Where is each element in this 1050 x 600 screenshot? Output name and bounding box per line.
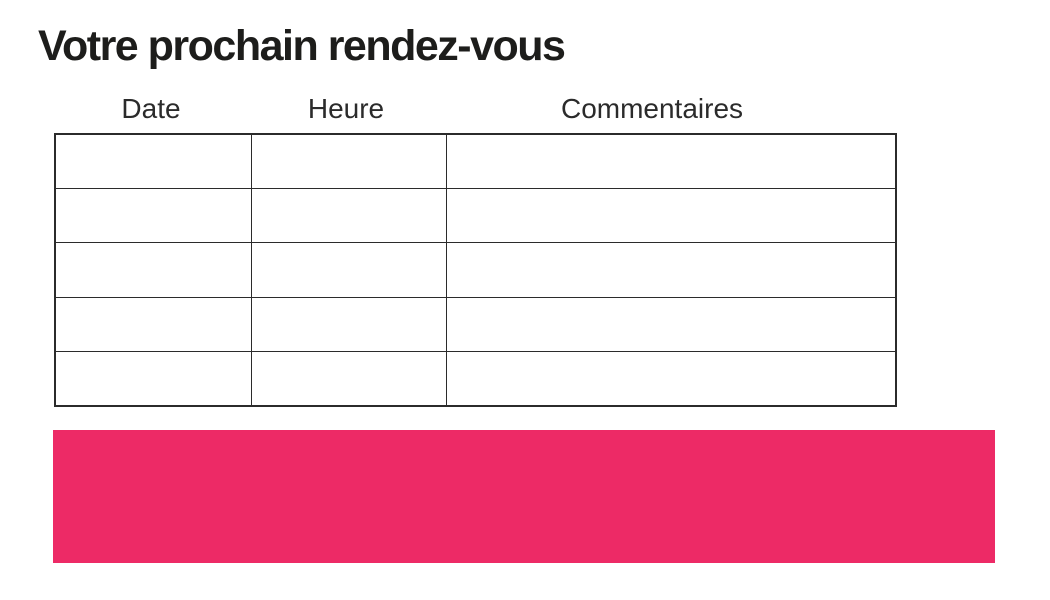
column-header-commentaires: Commentaires [560,93,744,124]
cell-commentaires [445,188,897,244]
appointment-table [54,133,897,407]
table-row [54,296,897,352]
cell-date [54,133,252,190]
cell-commentaires [445,133,897,190]
table-row [54,133,897,190]
cell-date [54,350,252,407]
cell-heure [250,242,447,298]
cell-heure [250,188,447,244]
cell-commentaires [445,242,897,298]
cell-heure [250,350,447,407]
column-header-heure: Heure [307,93,385,124]
cell-date [54,296,252,352]
cell-date [54,188,252,244]
cell-heure [250,133,447,190]
cell-date [54,242,252,298]
table-row [54,350,897,407]
page-title: Votre prochain rendez-vous [38,22,566,70]
cell-commentaires [445,296,897,352]
table-row [54,242,897,298]
table-row [54,188,897,244]
cell-commentaires [445,350,897,407]
cell-heure [250,296,447,352]
column-header-date: Date [121,93,181,124]
highlight-banner [53,430,995,563]
